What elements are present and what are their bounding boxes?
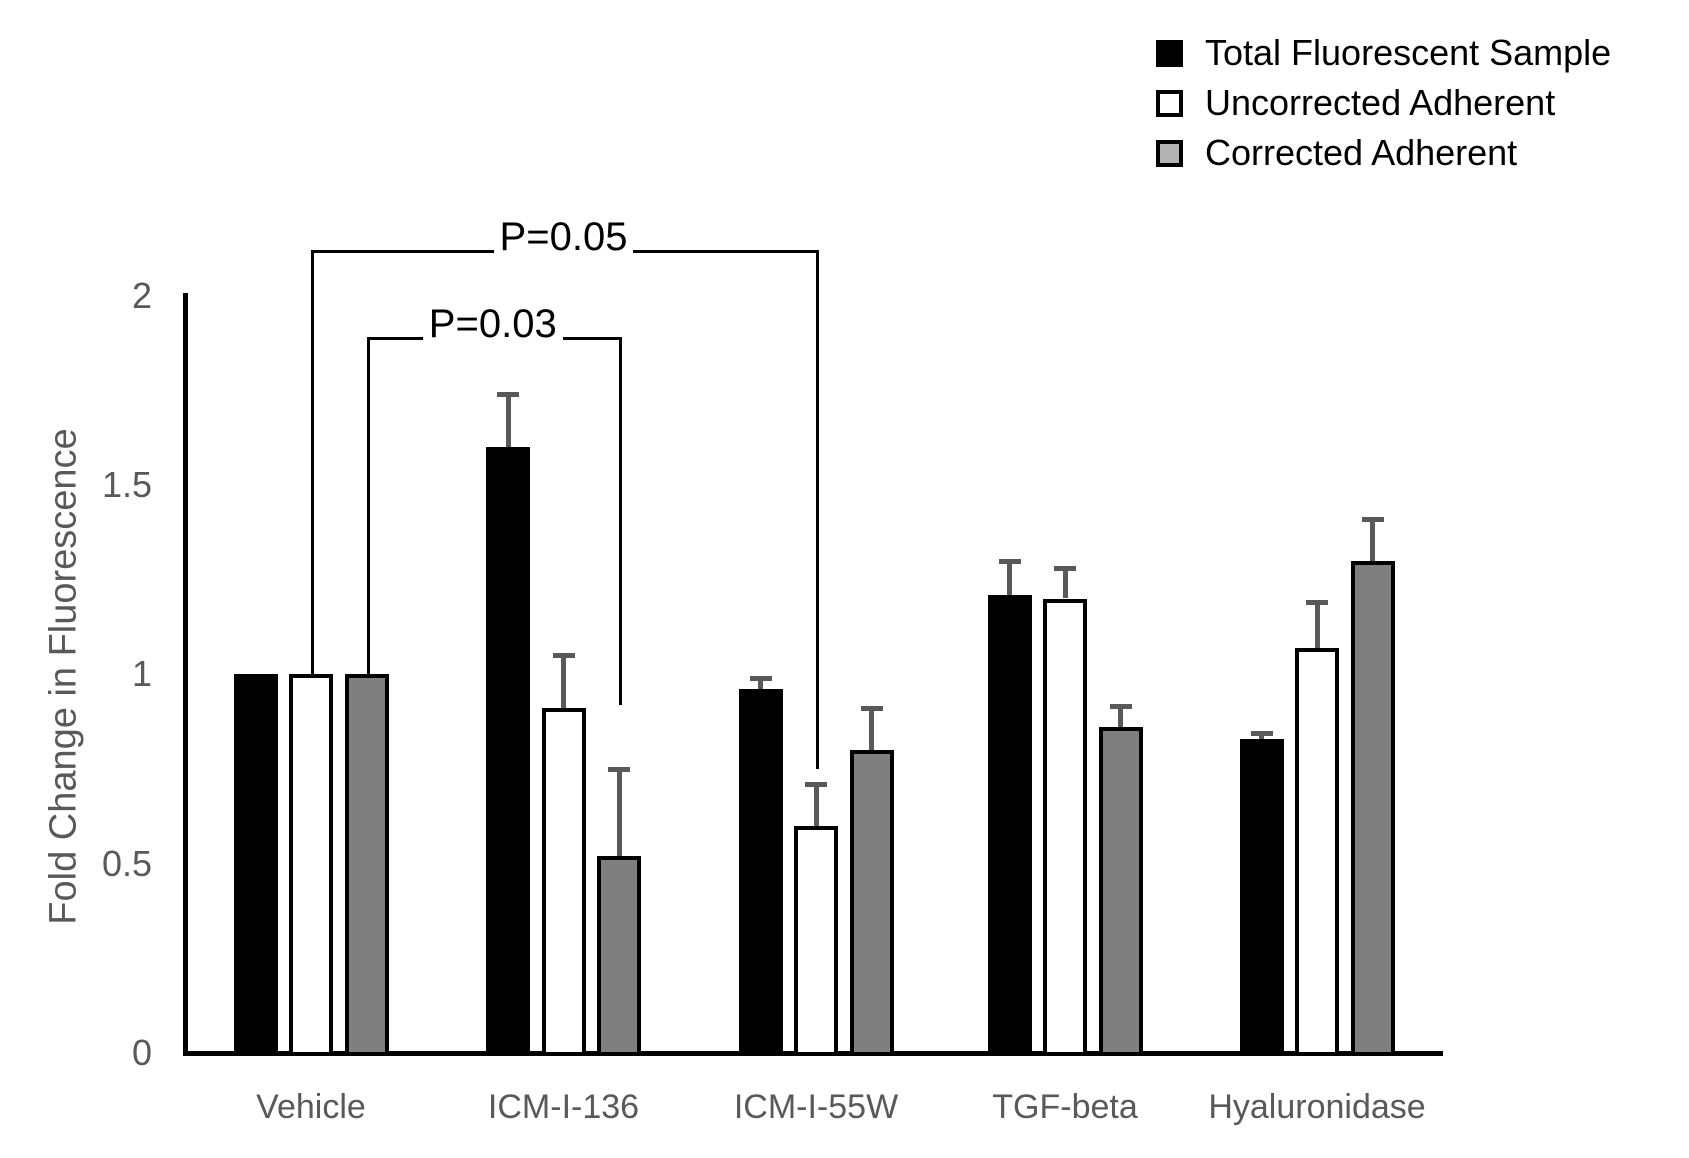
x-label-icm-i-136: ICM-I-136 xyxy=(487,1088,640,1126)
error-bar-stem xyxy=(1314,602,1320,648)
legend-swatch-total-fluorescent-sample xyxy=(1156,39,1183,67)
bar-icm-i-136-series-0 xyxy=(486,447,530,1056)
y-axis-line xyxy=(183,293,188,1056)
significance-label-p-0-03: P=0.03 xyxy=(422,302,563,348)
legend-row-total-fluorescent-sample: Total Fluorescent Sample xyxy=(1156,28,1611,78)
y-tick-label-2: 2 xyxy=(131,274,152,316)
bar-tgf-beta-series-1 xyxy=(1043,598,1087,1056)
legend-label-total-fluorescent-sample: Total Fluorescent Sample xyxy=(1205,32,1612,73)
error-bar-stem xyxy=(1062,568,1068,599)
error-bar-stem xyxy=(1370,518,1375,561)
legend: Total Fluorescent Sample Uncorrected Adh… xyxy=(1156,28,1611,178)
error-bar-cap xyxy=(552,653,575,659)
error-bar-cap xyxy=(608,766,630,772)
y-tick-label-1: 1 xyxy=(131,653,152,695)
error-bar-cap xyxy=(1109,704,1132,710)
bar-tgf-beta-series-2 xyxy=(1098,727,1143,1056)
significance-label-p-0-05: P=0.05 xyxy=(493,215,634,261)
legend-label-corrected-adherent: Corrected Adherent xyxy=(1205,132,1518,173)
error-bar-cap xyxy=(1054,566,1076,572)
bar-vehicle-series-1 xyxy=(289,674,333,1056)
error-bar-cap xyxy=(497,391,519,397)
error-bar-stem xyxy=(616,768,622,857)
x-label-tgf-beta: TGF-beta xyxy=(992,1088,1138,1126)
bracket-right-leg xyxy=(619,337,622,705)
x-label-hyaluronidase: Hyaluronidase xyxy=(1208,1088,1426,1126)
bar-icm-i-136-series-2 xyxy=(597,856,641,1056)
bracket-left-leg xyxy=(311,250,314,675)
error-bar-stem xyxy=(505,393,511,447)
legend-row-corrected-adherent: Corrected Adherent xyxy=(1156,128,1611,178)
bracket-left-leg xyxy=(366,337,370,675)
error-bar-cap xyxy=(1361,516,1384,522)
error-bar-cap xyxy=(860,706,883,712)
error-bar-stem xyxy=(1007,560,1012,595)
error-bar-cap xyxy=(805,782,827,788)
y-tick-label-0: 0 xyxy=(131,1032,152,1073)
y-tick-label-0.5: 0.5 xyxy=(101,842,152,884)
bar-hyaluronidase-series-1 xyxy=(1295,647,1339,1056)
bracket-right-leg xyxy=(816,250,819,769)
bar-vehicle-series-2 xyxy=(344,674,389,1056)
error-bar-stem xyxy=(869,708,874,750)
bar-icm-i-55w-series-1 xyxy=(794,825,838,1056)
y-tick-label-1.5: 1.5 xyxy=(101,463,152,505)
error-bar-stem xyxy=(1118,706,1123,728)
error-bar-cap xyxy=(749,676,772,682)
error-bar-cap xyxy=(1306,600,1328,606)
error-bar-stem xyxy=(561,655,566,709)
x-label-icm-i-55w: ICM-I-55W xyxy=(733,1088,899,1126)
error-bar-stem xyxy=(813,784,819,826)
bar-icm-i-55w-series-2 xyxy=(849,750,894,1056)
bar-hyaluronidase-series-2 xyxy=(1350,560,1395,1056)
legend-row-uncorrected-adherent: Uncorrected Adherent xyxy=(1156,78,1611,128)
bar-tgf-beta-series-0 xyxy=(987,594,1032,1056)
bar-hyaluronidase-series-0 xyxy=(1239,738,1284,1056)
error-bar-stem xyxy=(758,678,763,690)
error-bar-cap xyxy=(1250,730,1273,736)
bar-icm-i-55w-series-0 xyxy=(738,689,783,1056)
bar-icm-i-136-series-1 xyxy=(541,708,586,1056)
legend-swatch-corrected-adherent xyxy=(1156,139,1183,167)
bar-vehicle-series-0 xyxy=(233,674,278,1056)
error-bar-cap xyxy=(998,558,1021,564)
legend-label-uncorrected-adherent: Uncorrected Adherent xyxy=(1205,82,1556,123)
legend-swatch-uncorrected-adherent xyxy=(1156,89,1183,117)
x-label-vehicle: Vehicle xyxy=(256,1088,366,1126)
